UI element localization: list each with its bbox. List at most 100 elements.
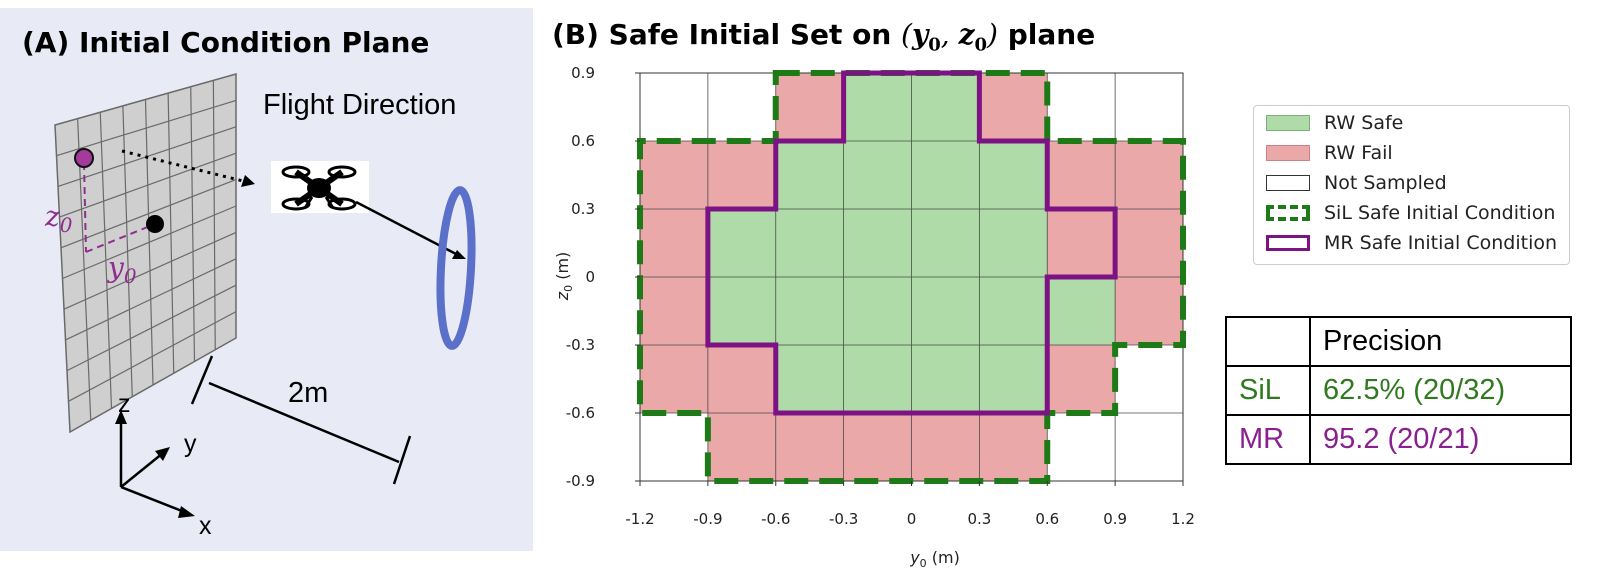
precision-header-blank (1225, 316, 1311, 367)
heatmap-cell (707, 277, 776, 345)
z0-y0-guides (83, 162, 151, 253)
legend-item-rw-fail: RW Fail (1266, 142, 1393, 164)
panel-a-title: (A) Initial Condition Plane (22, 26, 430, 59)
precision-table: Precision SiL 62.5% (20/32) MR 95.2 (20/… (1225, 316, 1572, 465)
panel-b-title-math: (y0, z0) (901, 18, 998, 56)
sample-point-icon (74, 148, 94, 168)
legend-swatch-safe (1266, 115, 1310, 131)
heatmap-cell (1115, 413, 1183, 481)
heatmap-cell (911, 345, 980, 413)
legend-label-safe: RW Safe (1324, 112, 1404, 134)
x-tick-label: 0.6 (1035, 510, 1059, 528)
heatmap-cell (707, 345, 776, 413)
x-tick-label: 0 (907, 510, 917, 528)
heatmap-cell (911, 277, 980, 345)
heatmap-cell (640, 73, 708, 141)
heatmap-cell (1115, 73, 1183, 141)
legend-item-rw-safe: RW Safe (1266, 112, 1403, 134)
title-z: z (958, 18, 975, 51)
x-tick-label: 0.3 (967, 510, 991, 528)
z-axis-label: z (118, 390, 131, 418)
legend-item-mr: MR Safe Initial Condition (1266, 232, 1557, 254)
z0-label: z0 (44, 200, 73, 237)
heatmap-cell (640, 413, 708, 481)
y-tick-label: 0.3 (571, 200, 595, 218)
legend-label-mr: MR Safe Initial Condition (1324, 232, 1558, 254)
heatmap-cell (911, 209, 980, 277)
heatmap-cell (911, 141, 980, 209)
precision-row-sil: SiL 62.5% (20/32) (1225, 365, 1572, 416)
distance-dimension (190, 355, 412, 485)
heatmap-cell (640, 345, 708, 413)
precision-row-name: SiL (1225, 365, 1311, 416)
legend-label-none: Not Sampled (1324, 172, 1447, 194)
legend-item-sil: SiL Safe Initial Condition (1266, 202, 1555, 224)
heatmap-cell (775, 413, 844, 481)
heatmap-cell (1047, 277, 1116, 345)
heatmap-cell (843, 141, 912, 209)
legend-item-not-sampled: Not Sampled (1266, 172, 1447, 194)
gate-ring-icon (436, 186, 476, 350)
heatmap-cell (911, 73, 980, 141)
chart-legend: RW Safe RW Fail Not Sampled SiL Safe Ini… (1253, 105, 1570, 265)
title-y-sub: 0 (928, 34, 941, 56)
y-tick-label: -0.3 (566, 336, 595, 354)
heatmap-cell (707, 209, 776, 277)
heatmap-cell (1115, 277, 1183, 345)
trajectory-arrow-head-icon (452, 250, 466, 259)
heatmap-cell (775, 73, 844, 141)
precision-header: Precision (1309, 316, 1572, 367)
x-axis-title: y0 (m) (909, 548, 960, 570)
heatmap-cell (843, 345, 912, 413)
precision-row-value: 62.5% (20/32) (1309, 365, 1572, 416)
panel-a-canvas: z0 y0 Flight Direction 2m (0, 8, 533, 551)
legend-label-fail: RW Fail (1324, 142, 1393, 164)
heatmap-cell (979, 277, 1048, 345)
legend-swatch-fail (1266, 145, 1310, 161)
legend-label-sil: SiL Safe Initial Condition (1324, 202, 1556, 224)
heatmap-cell (775, 141, 844, 209)
precision-row-mr: MR 95.2 (20/21) (1225, 414, 1572, 465)
mr-safe-boundary (705, 70, 1118, 416)
heatmap-cell (707, 141, 776, 209)
origin-point-icon (146, 215, 164, 233)
flight-arrow-head-icon (241, 175, 255, 187)
heatmap-cell (775, 345, 844, 413)
x-tick-label: -0.3 (829, 510, 858, 528)
heatmap-cell (775, 277, 844, 345)
heatmap-cell (707, 73, 776, 141)
heatmap-cell (843, 413, 912, 481)
x-tick-label: -0.6 (761, 510, 790, 528)
heatmap-cell (640, 141, 708, 209)
heatmap-cell (775, 209, 844, 277)
precision-row-value: 95.2 (20/21) (1309, 414, 1572, 465)
title-paren-open: ( (901, 18, 912, 51)
precision-row-name: MR (1225, 414, 1311, 465)
precision-header-row: Precision (1225, 316, 1572, 367)
drone-icon (271, 161, 369, 213)
heatmap-cell (911, 413, 980, 481)
heatmap-cell (1115, 345, 1183, 413)
heatmap-cell (843, 277, 912, 345)
title-sep: , (940, 18, 959, 51)
heatmap-cell (843, 209, 912, 277)
title-paren-close: ) (987, 18, 998, 51)
grid-plane-icon (54, 73, 237, 434)
x-tick-label: 0.9 (1103, 510, 1127, 528)
heatmap-cell (979, 345, 1048, 413)
tick-labels: -1.2 -0.9 -0.6 -0.3 0 0.3 0.6 0.9 1.2 0.9 0.6 0.3 0 -… (566, 64, 1195, 528)
y-tick-label: -0.9 (566, 472, 595, 490)
heatmap-cell (979, 141, 1048, 209)
y-axis-label: y (184, 430, 197, 458)
heatmap-cell (1047, 413, 1116, 481)
legend-swatch-none (1266, 175, 1310, 191)
x-tick-label: -0.9 (693, 510, 722, 528)
y-tick-label: -0.6 (566, 404, 595, 422)
heatmap-cell (843, 73, 912, 141)
legend-swatch-mr (1266, 235, 1310, 251)
boundary-layer (637, 70, 1186, 484)
heatmap-cells (640, 73, 1183, 481)
heatmap-cell (1047, 73, 1116, 141)
y-axis-title: z0 (m) (553, 252, 575, 302)
